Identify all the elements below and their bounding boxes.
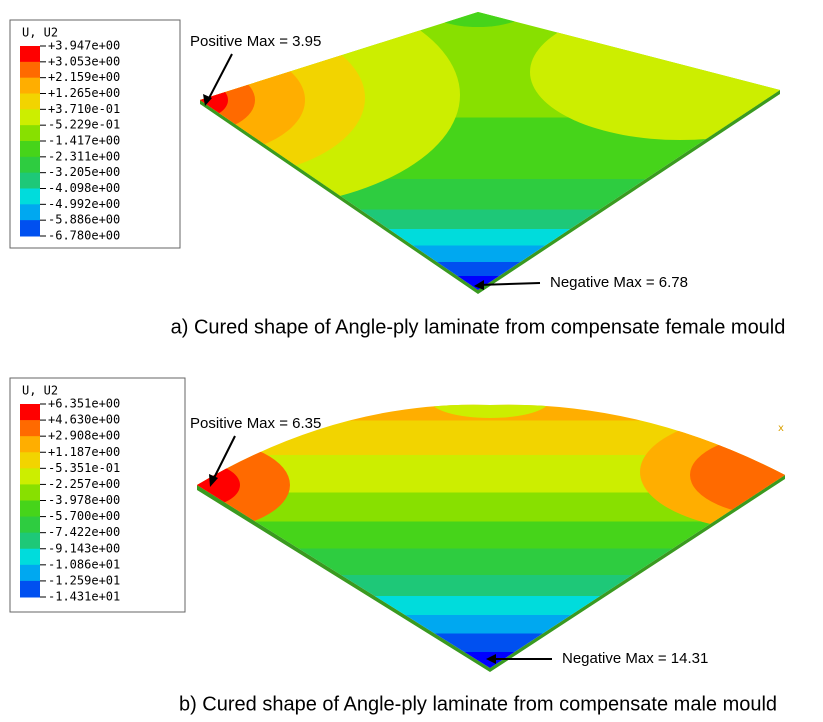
legend-label: -3.205e+00 — [48, 165, 120, 179]
triad-label: x — [778, 423, 784, 434]
legend-swatch — [20, 468, 40, 485]
legend-swatch — [20, 109, 40, 126]
arrowhead — [209, 474, 218, 487]
legend-swatch — [20, 420, 40, 437]
legend-label: -3.978e+00 — [48, 493, 120, 507]
legend-title: U, U2 — [22, 384, 58, 398]
legend-label: -1.086e+01 — [48, 557, 120, 571]
legend-label: +3.053e+00 — [48, 54, 120, 68]
legend-label: -6.780e+00 — [48, 229, 120, 243]
legend-label: +2.159e+00 — [48, 70, 120, 84]
legend-label: +1.187e+00 — [48, 445, 120, 459]
legend-label: -5.700e+00 — [48, 509, 120, 523]
legend-swatch — [20, 500, 40, 518]
caption: a) Cured shape of Angle-ply laminate fro… — [171, 316, 786, 338]
legend-swatch — [20, 125, 40, 142]
arrow — [477, 282, 541, 286]
legend-label: +6.351e+00 — [48, 397, 120, 411]
positive-max-label: Positive Max = 6.35 — [190, 415, 321, 432]
legend-label: +2.908e+00 — [48, 429, 120, 443]
caption: b) Cured shape of Angle-ply laminate fro… — [179, 693, 777, 715]
legend-label: -2.311e+00 — [48, 149, 120, 163]
legend-swatch — [20, 77, 40, 94]
legend-label: +3.710e-01 — [48, 102, 120, 116]
legend-swatch — [20, 484, 40, 501]
legend-swatch — [20, 61, 40, 79]
legend-swatch — [20, 404, 40, 421]
arrowhead — [474, 280, 484, 290]
legend-swatch — [20, 172, 40, 189]
arrow — [212, 435, 236, 481]
negative-max-label: Negative Max = 14.31 — [562, 650, 708, 667]
legend-label: +3.947e+00 — [48, 39, 120, 53]
negative-max-label: Negative Max = 6.78 — [550, 274, 688, 291]
legend-title: U, U2 — [22, 26, 58, 40]
positive-max-label: Positive Max = 3.95 — [190, 33, 321, 50]
legend-swatch — [20, 436, 40, 453]
legend-label: -1.431e+01 — [48, 590, 120, 604]
legend-swatch — [20, 141, 40, 158]
legend-swatch — [20, 156, 40, 174]
legend-label: -5.886e+00 — [48, 213, 120, 227]
legend-swatch — [20, 93, 40, 110]
legend-label: +1.265e+00 — [48, 86, 120, 100]
legend-label: -1.259e+01 — [48, 573, 120, 587]
legend-label: -1.417e+00 — [48, 134, 120, 148]
legend-label: -7.422e+00 — [48, 525, 120, 539]
legend-label: -4.098e+00 — [48, 181, 120, 195]
arrow — [206, 53, 233, 103]
legend-swatch — [20, 220, 40, 237]
legend-label: -9.143e+00 — [48, 541, 120, 555]
legend-label: -5.229e-01 — [48, 118, 120, 132]
legend-swatch — [20, 46, 40, 63]
arrowhead — [203, 94, 212, 106]
legend-swatch — [20, 532, 40, 550]
legend-label: +4.630e+00 — [48, 413, 120, 427]
legend-swatch — [20, 564, 40, 582]
legend-swatch — [20, 452, 40, 469]
legend-label: -5.351e-01 — [48, 461, 120, 475]
legend-label: -2.257e+00 — [48, 477, 120, 491]
legend-swatch — [20, 580, 40, 598]
arrowhead — [486, 654, 496, 664]
legend-label: -4.992e+00 — [48, 197, 120, 211]
legend-swatch — [20, 204, 40, 221]
legend-swatch — [20, 516, 40, 534]
legend-swatch — [20, 188, 40, 205]
legend-swatch — [20, 548, 40, 566]
